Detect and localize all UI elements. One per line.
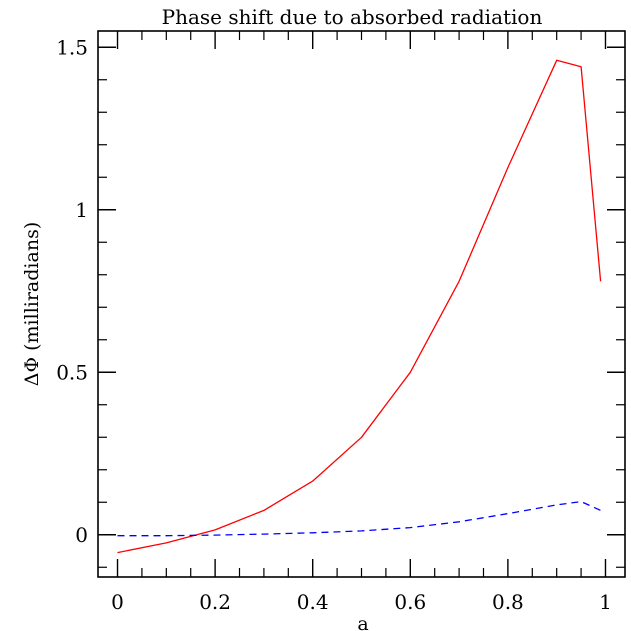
series-layer: [117, 59, 602, 554]
y-tick-label: 0: [75, 523, 88, 547]
x-tick-label: 0: [111, 590, 124, 614]
x-tick-label: 0.2: [199, 590, 231, 614]
x-tick-label: 1: [599, 590, 612, 614]
minor-ticks: [98, 31, 625, 577]
y-tick-label: 1.5: [56, 35, 88, 59]
x-tick-label: 0.8: [492, 590, 524, 614]
major-ticks: [98, 31, 625, 577]
x-tick-labels: 0 0.2 0.4 0.6 0.8 1: [111, 590, 612, 614]
series-line-2: [117, 500, 601, 537]
x-tick-label: 0.6: [394, 590, 426, 614]
x-tick-label: 0.4: [297, 590, 329, 614]
plot-frame: [97, 30, 626, 578]
chart-title: Phase shift due to absorbed radiation: [162, 5, 543, 29]
series-line-1: [117, 59, 602, 554]
y-axis-label: ΔΦ (milliradians): [21, 222, 43, 386]
x-axis-label: a: [357, 613, 368, 631]
y-tick-label: 0.5: [56, 360, 88, 384]
y-tick-label: 1: [75, 198, 88, 222]
y-tick-labels: 0 0.5 1 1.5: [56, 35, 88, 547]
